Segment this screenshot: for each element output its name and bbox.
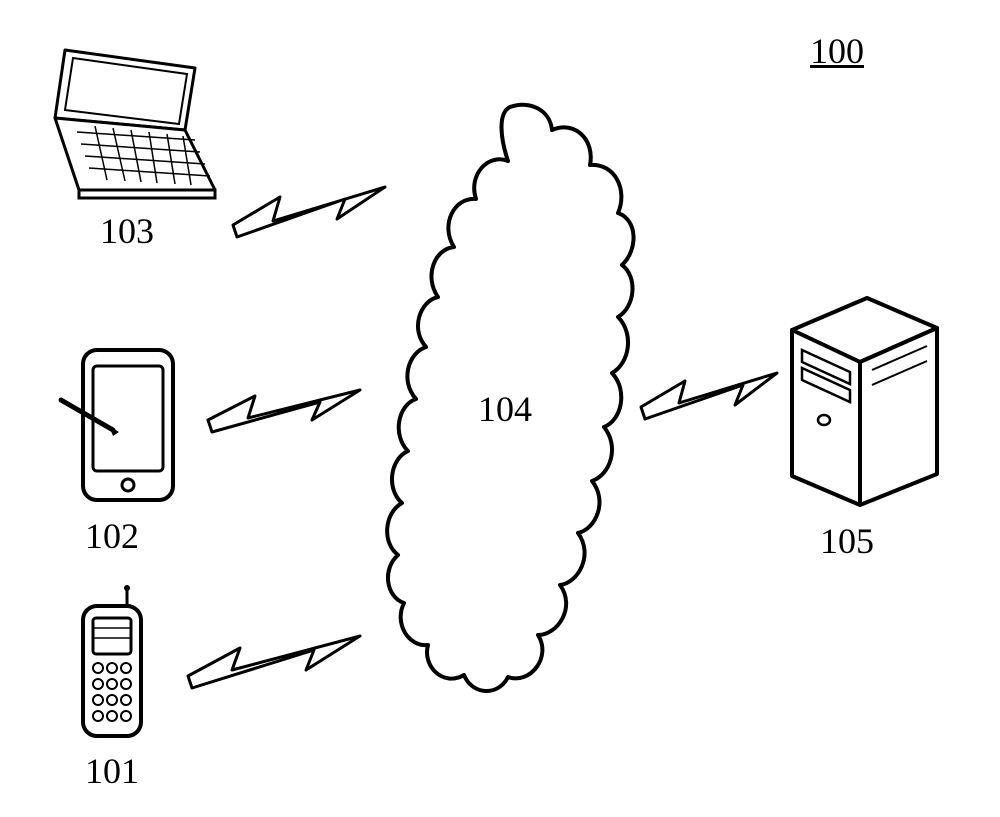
tablet-label: 102 bbox=[85, 515, 139, 557]
phone-icon bbox=[65, 582, 160, 757]
server-label: 105 bbox=[820, 520, 874, 562]
tablet-icon bbox=[55, 340, 185, 520]
zigzag-icon bbox=[635, 365, 785, 440]
diagram-canvas: 100 103 bbox=[0, 0, 1000, 817]
diagram-title: 100 bbox=[810, 30, 864, 72]
zigzag-icon bbox=[200, 380, 370, 455]
cloud-label: 104 bbox=[478, 388, 532, 430]
zigzag-icon bbox=[180, 628, 370, 713]
laptop-label: 103 bbox=[100, 210, 154, 252]
server-icon bbox=[772, 280, 952, 525]
phone-label: 101 bbox=[85, 750, 139, 792]
laptop-icon bbox=[35, 40, 220, 215]
zigzag-icon bbox=[225, 175, 395, 270]
